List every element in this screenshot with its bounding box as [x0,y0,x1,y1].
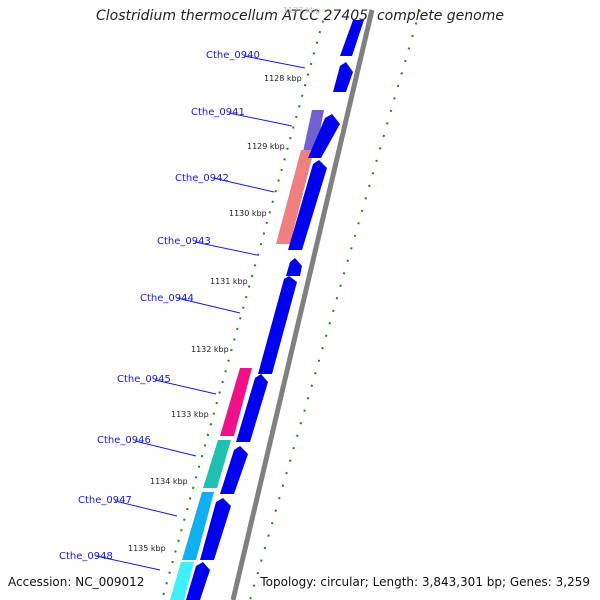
cog-feature-cthe-0945[interactable] [220,368,252,436]
leader-line-cthe-0947 [114,500,178,517]
leader-line-cthe-0943 [194,241,258,256]
gene-label-cthe-0948[interactable]: Cthe_0948 [59,551,113,562]
topology-summary: Topology: circular; Length: 3,843,301 bp… [260,575,590,589]
gene-arrow-cthe-0947[interactable] [200,498,231,560]
gene-arrow-cthe-0946[interactable] [220,446,248,494]
map-title: Clostridium thermocellum ATCC 27405, com… [96,8,504,24]
cog-feature-cthe-0942[interactable] [276,150,314,244]
gene-label-cthe-0946[interactable]: Cthe_0946 [97,435,151,446]
leader-line-cthe-0945 [154,379,217,395]
tick-label-1128: 1128 kbp [264,74,302,83]
genome-backbone [230,9,375,600]
leader-line-cthe-0944 [176,297,241,314]
gene-arrow-cthe-0942[interactable] [288,160,327,250]
cog-feature-cthe-0947[interactable] [182,492,214,560]
leader-line-cthe-0941 [228,112,293,127]
gene-label-cthe-0947[interactable]: Cthe_0947 [78,495,132,506]
tick-label-1129: 1129 kbp [247,142,285,151]
leader-line-cthe-0940 [243,55,306,69]
gene-arrow-cthe-0948[interactable] [186,562,210,600]
gene-label-cthe-0940[interactable]: Cthe_0940 [206,50,260,61]
leader-line-cthe-0946 [134,440,197,457]
cog-feature-cthe-0946[interactable] [203,440,231,488]
tick-label-1134: 1134 kbp [150,477,188,486]
tick-label-1133: 1133 kbp [171,410,209,419]
cog-feature-cthe-0941[interactable] [303,110,324,152]
gc-skew-track [249,9,421,600]
tick-label-1130: 1130 kbp [229,209,267,218]
gene-arrow-cthe-0945[interactable] [236,374,268,442]
gene-arrow-cthe-0941[interactable] [308,114,340,158]
gene-label-cthe-0941[interactable]: Cthe_0941 [191,107,245,118]
tick-label-1131: 1131 kbp [210,277,248,286]
leader-line-cthe-0948 [95,555,161,571]
gene-arrow-cthe-0940[interactable] [333,62,353,92]
gene-label-cthe-0945[interactable]: Cthe_0945 [117,374,171,385]
cog-feature-cthe-0948[interactable] [170,562,194,600]
leader-line-cthe-0942 [212,177,275,193]
gene-arrow-cthe-0944[interactable] [258,276,297,374]
tick-label-1127: 1127 kbp [283,6,321,15]
gene-arrow-cthe-0943[interactable] [286,258,302,276]
gene-arrow[interactable] [340,20,364,56]
gene-label-cthe-0942[interactable]: Cthe_0942 [175,173,229,184]
tick-label-1135: 1135 kbp [128,544,166,553]
tick-label-1132: 1132 kbp [191,345,229,354]
gene-label-cthe-0944[interactable]: Cthe_0944 [140,293,194,304]
accession-label: Accession: NC_009012 [8,575,145,589]
gene-label-cthe-0943[interactable]: Cthe_0943 [157,236,211,247]
